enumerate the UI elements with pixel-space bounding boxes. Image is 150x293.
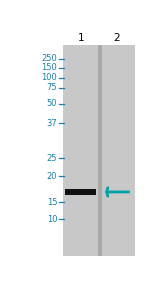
Text: 2: 2	[114, 33, 120, 43]
Bar	[65, 189, 96, 195]
Text: 10: 10	[47, 214, 57, 224]
Text: 50: 50	[47, 99, 57, 108]
Text: 20: 20	[47, 172, 57, 181]
Text: 37: 37	[46, 119, 57, 128]
Text: 250: 250	[41, 54, 57, 63]
Text: 150: 150	[41, 63, 57, 72]
Text: 1: 1	[78, 33, 84, 43]
Bar	[98, 45, 102, 256]
Text: 75: 75	[46, 83, 57, 92]
Bar	[63, 45, 98, 256]
Bar	[102, 45, 135, 256]
Text: 15: 15	[47, 197, 57, 207]
Text: 25: 25	[47, 154, 57, 163]
Bar	[63, 45, 135, 256]
Text: 100: 100	[41, 73, 57, 82]
